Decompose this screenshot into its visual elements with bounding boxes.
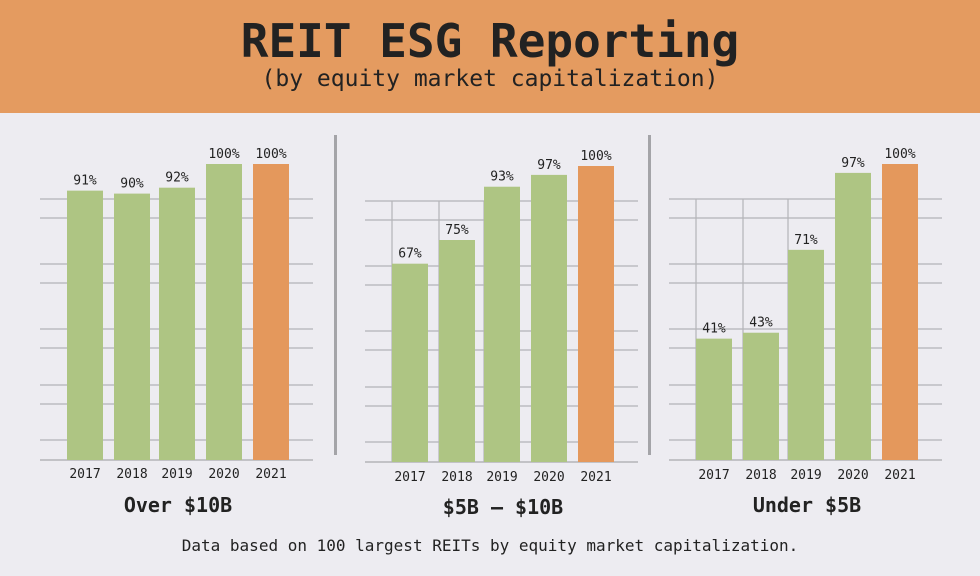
tick-label-0-2017: 2017	[69, 467, 100, 482]
tick-label-2-2019: 2019	[790, 468, 821, 483]
tick-label-0-2019: 2019	[161, 467, 192, 482]
page-title: REIT ESG Reporting	[240, 14, 740, 68]
data-label-2-2021: 100%	[884, 147, 915, 162]
bar-2-2020	[835, 172, 871, 460]
chart-title-over-10b: Over $10B	[123, 493, 233, 517]
bar-2-2021	[882, 164, 918, 460]
tick-label-0-2021: 2021	[255, 467, 286, 482]
data-label-0-2019: 92%	[165, 171, 189, 186]
bar-0-2017	[67, 190, 103, 460]
tick-label-2-2021: 2021	[884, 468, 915, 483]
bar-1-2018	[439, 240, 475, 462]
panel-divider-2	[648, 135, 651, 455]
bar-0-2018	[114, 193, 150, 460]
tick-label-1-2018: 2018	[441, 470, 472, 485]
bar-1-2017	[392, 263, 428, 462]
tick-label-1-2020: 2020	[533, 470, 564, 485]
bar-2-2019	[788, 249, 824, 460]
tick-label-2-2020: 2020	[837, 468, 868, 483]
bar-0-2021	[253, 164, 289, 460]
bar-2-2018	[743, 332, 779, 460]
bar-1-2021	[578, 166, 614, 462]
data-label-0-2018: 90%	[120, 177, 144, 192]
data-label-2-2017: 41%	[702, 322, 726, 337]
data-label-1-2017: 67%	[398, 247, 422, 262]
tick-label-0-2020: 2020	[208, 467, 239, 482]
data-label-1-2019: 93%	[490, 170, 514, 185]
tick-label-1-2017: 2017	[394, 470, 425, 485]
data-label-1-2018: 75%	[445, 223, 469, 238]
data-label-0-2017: 91%	[73, 174, 97, 189]
bar-0-2020	[206, 164, 242, 460]
data-label-0-2021: 100%	[255, 147, 286, 162]
data-label-1-2021: 100%	[580, 149, 611, 164]
tick-label-1-2021: 2021	[580, 470, 611, 485]
chart-title-5b-10b: $5B – $10B	[442, 495, 564, 519]
panel-divider-1	[334, 135, 337, 455]
chart-title-under-5b: Under $5B	[752, 493, 862, 517]
tick-label-1-2019: 2019	[486, 470, 517, 485]
data-label-1-2020: 97%	[537, 158, 561, 173]
bar-2-2017	[696, 338, 732, 460]
data-label-2-2018: 43%	[749, 316, 773, 331]
data-label-0-2020: 100%	[208, 147, 239, 162]
bar-1-2020	[531, 174, 567, 462]
header-banner: REIT ESG Reporting (by equity market cap…	[0, 0, 980, 113]
page-subtitle: (by equity market capitalization)	[261, 66, 719, 92]
bar-1-2019	[484, 186, 520, 462]
data-label-2-2020: 97%	[841, 156, 865, 171]
tick-label-2-2018: 2018	[745, 468, 776, 483]
bar-0-2019	[159, 187, 195, 460]
tick-label-2-2017: 2017	[698, 468, 729, 483]
footnote: Data based on 100 largest REITs by equit…	[181, 536, 799, 555]
data-label-2-2019: 71%	[794, 233, 818, 248]
tick-label-0-2018: 2018	[116, 467, 147, 482]
